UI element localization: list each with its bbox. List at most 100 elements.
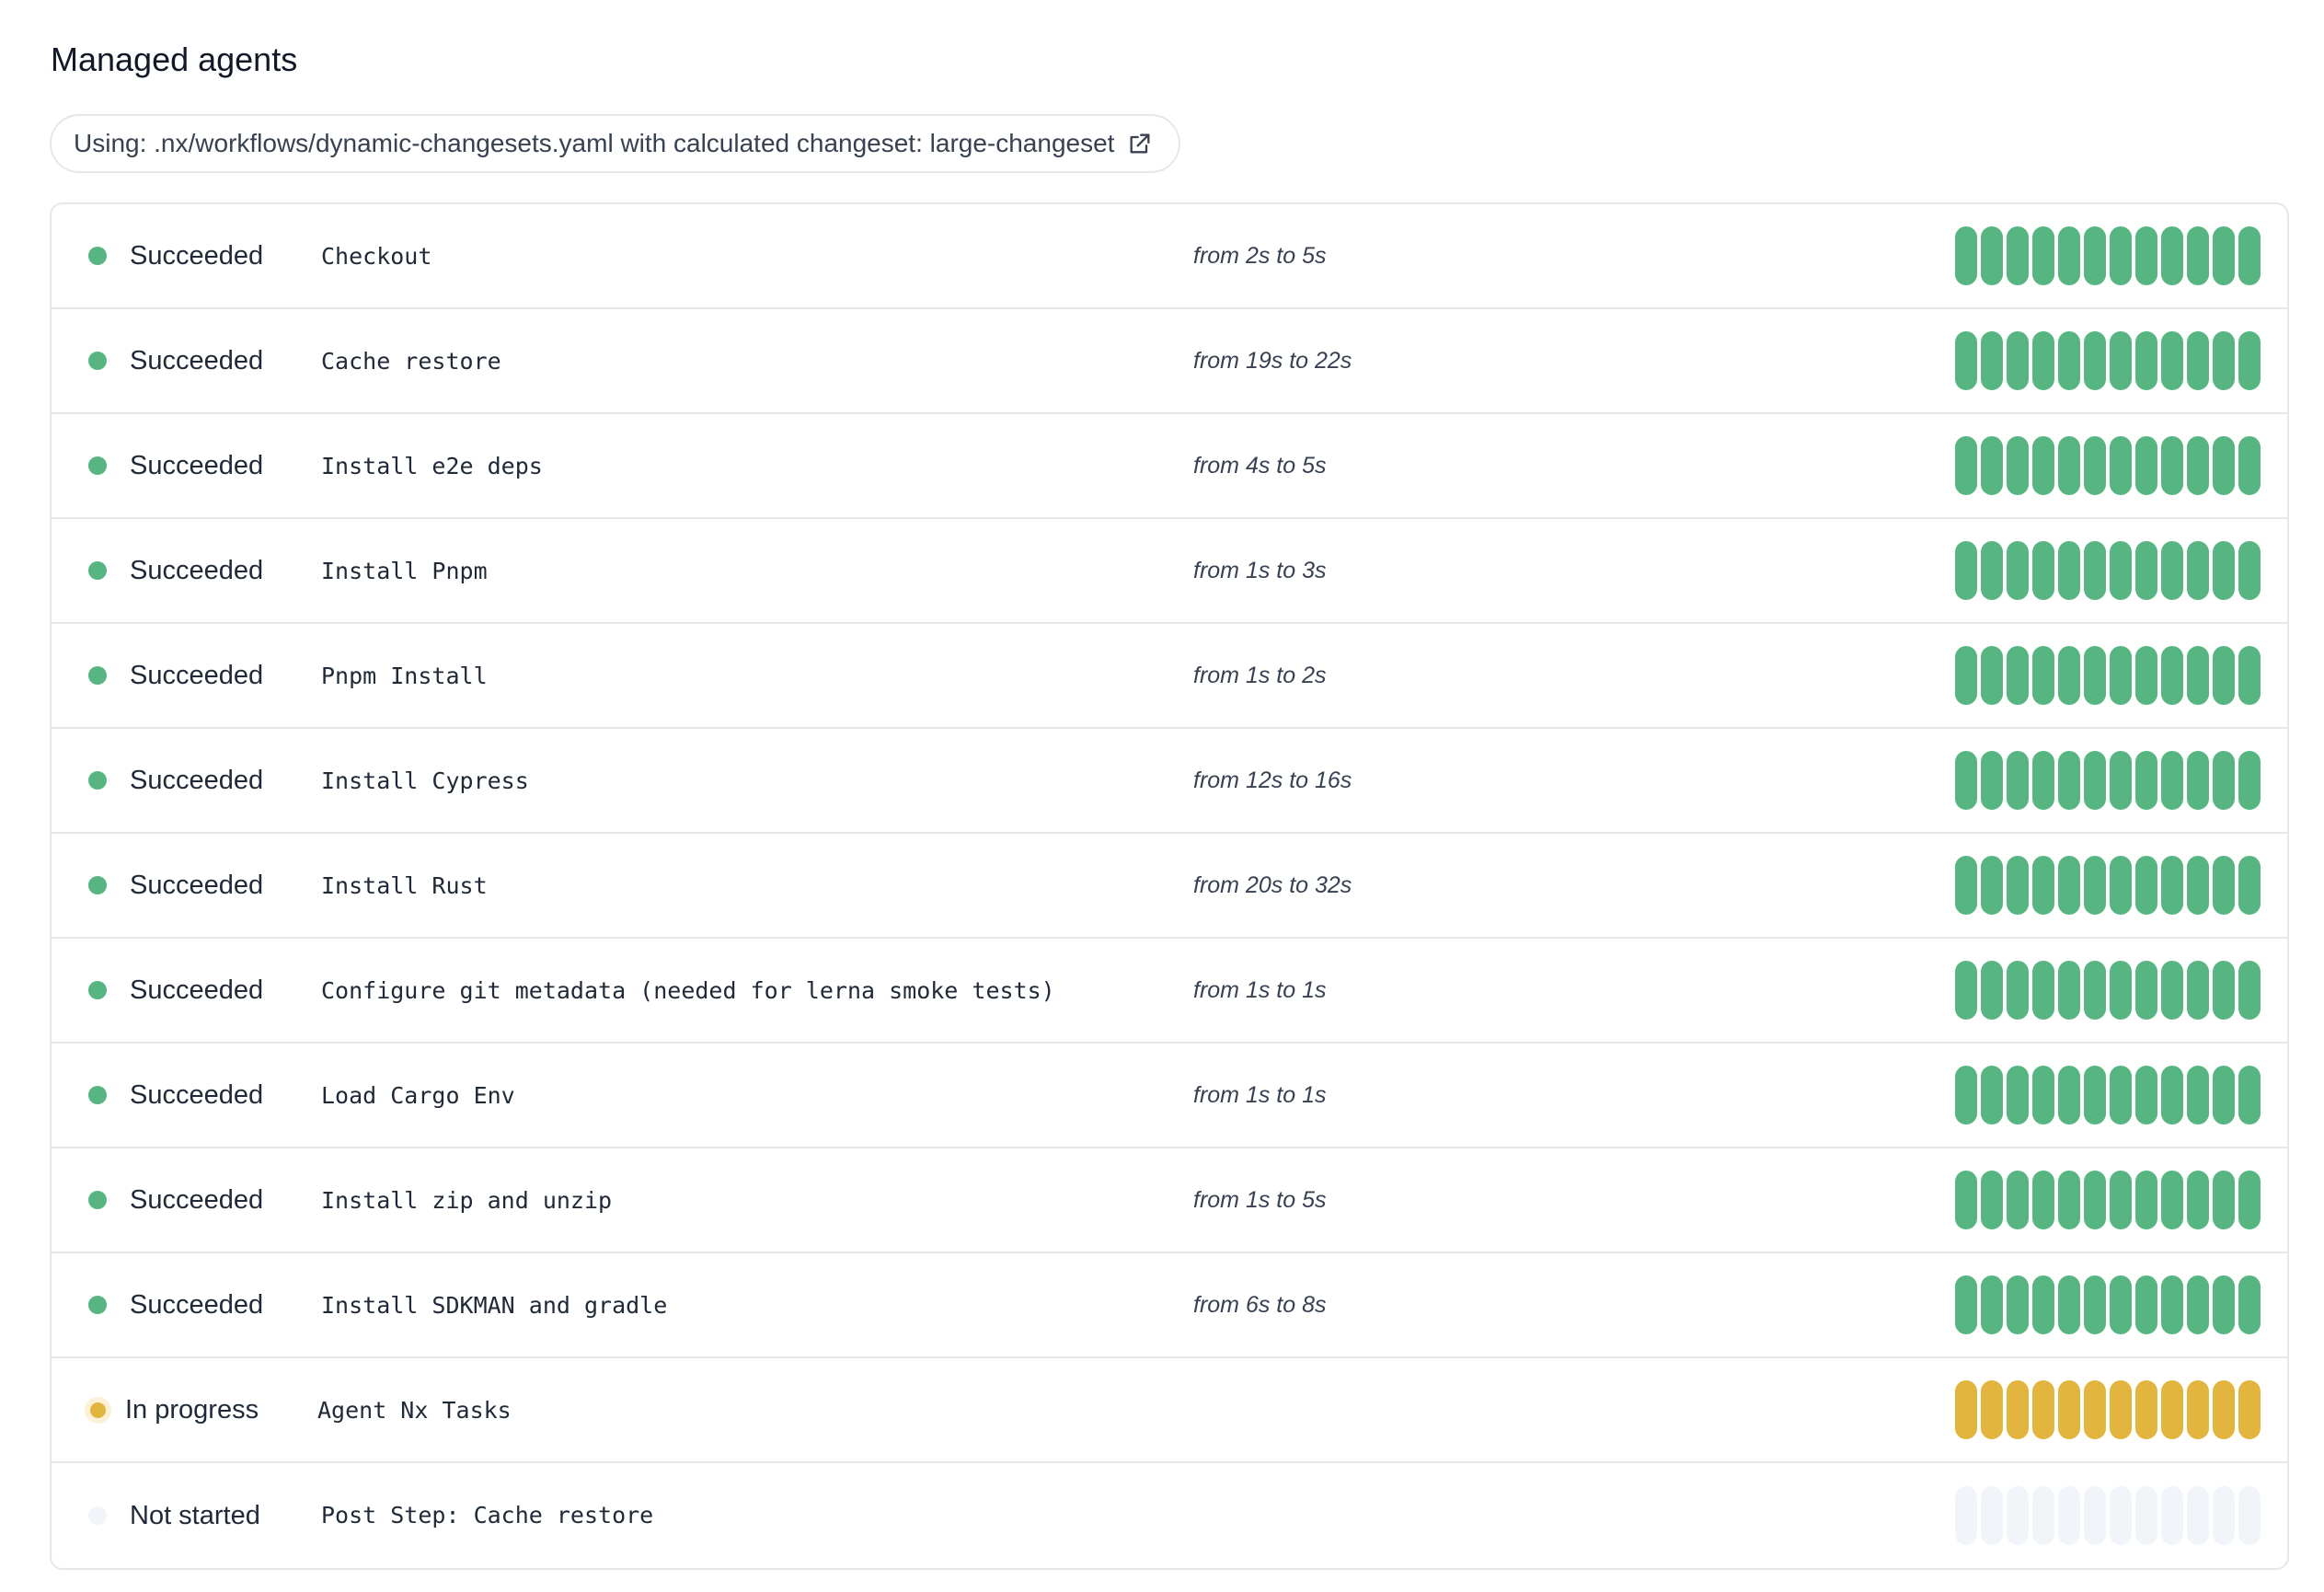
agent-status-bar[interactable] [2032, 541, 2054, 600]
agent-status-bar[interactable] [2084, 961, 2106, 1020]
agent-status-bar[interactable] [2007, 1380, 2029, 1439]
agent-status-bar[interactable] [2161, 331, 2183, 390]
agent-status-bar[interactable] [1981, 1066, 2003, 1125]
agent-status-bar[interactable] [2135, 226, 2157, 285]
agent-status-bar[interactable] [2161, 961, 2183, 1020]
agent-status-bar[interactable] [2084, 1380, 2106, 1439]
agent-status-bar[interactable] [1981, 1380, 2003, 1439]
agent-status-bar[interactable] [1955, 1171, 1977, 1229]
agent-status-bar[interactable] [2007, 541, 2029, 600]
agent-status-bar[interactable] [2213, 541, 2235, 600]
agent-status-bar[interactable] [2084, 856, 2106, 915]
agent-status-bar[interactable] [2213, 751, 2235, 810]
agent-status-bar[interactable] [2110, 1275, 2132, 1334]
agent-status-bar[interactable] [1955, 646, 1977, 705]
agent-status-bar[interactable] [2187, 751, 2209, 810]
agent-status-bar[interactable] [2187, 646, 2209, 705]
agent-status-bar[interactable] [1981, 436, 2003, 495]
agent-status-bar[interactable] [2213, 1275, 2235, 1334]
agent-status-bar[interactable] [1981, 646, 2003, 705]
agent-status-bar[interactable] [2084, 1066, 2106, 1125]
agent-status-bar[interactable] [2161, 646, 2183, 705]
agent-status-bar[interactable] [2007, 1275, 2029, 1334]
agent-status-bar[interactable] [2135, 1066, 2157, 1125]
agent-status-bar[interactable] [2213, 1380, 2235, 1439]
agent-status-bar[interactable] [2161, 856, 2183, 915]
step-row[interactable]: Succeeded Install Rust from 20s to 32s [52, 834, 2287, 939]
agent-status-bar[interactable] [2007, 1486, 2029, 1545]
agent-status-bar[interactable] [2058, 1380, 2080, 1439]
agent-status-bar[interactable] [2007, 961, 2029, 1020]
agent-status-bar[interactable] [1955, 331, 1977, 390]
agent-status-bar[interactable] [1955, 1275, 1977, 1334]
agent-status-bar[interactable] [2238, 1171, 2261, 1229]
step-row[interactable]: Succeeded Install Cypress from 12s to 16… [52, 729, 2287, 834]
step-row[interactable]: In progress Agent Nx Tasks [52, 1358, 2287, 1463]
agent-status-bar[interactable] [2058, 541, 2080, 600]
step-row[interactable]: Succeeded Checkout from 2s to 5s [52, 204, 2287, 309]
agent-status-bar[interactable] [2135, 331, 2157, 390]
agent-status-bar[interactable] [1955, 226, 1977, 285]
agent-status-bar[interactable] [2187, 1380, 2209, 1439]
agent-status-bar[interactable] [2135, 1171, 2157, 1229]
agent-status-bar[interactable] [2032, 436, 2054, 495]
agent-status-bar[interactable] [1981, 1171, 2003, 1229]
agent-status-bar[interactable] [2213, 226, 2235, 285]
agent-status-bar[interactable] [2187, 331, 2209, 390]
agent-status-bar[interactable] [2007, 1066, 2029, 1125]
step-row[interactable]: Succeeded Cache restore from 19s to 22s [52, 309, 2287, 414]
agent-status-bar[interactable] [2084, 226, 2106, 285]
agent-status-bar[interactable] [2110, 856, 2132, 915]
agent-status-bar[interactable] [2238, 1066, 2261, 1125]
agent-status-bar[interactable] [2084, 1275, 2106, 1334]
agent-status-bar[interactable] [2058, 751, 2080, 810]
agent-status-bar[interactable] [1955, 436, 1977, 495]
agent-status-bar[interactable] [2007, 226, 2029, 285]
agent-status-bar[interactable] [2058, 1066, 2080, 1125]
agent-status-bar[interactable] [2058, 1486, 2080, 1545]
step-row[interactable]: Succeeded Install zip and unzip from 1s … [52, 1148, 2287, 1253]
agent-status-bar[interactable] [2110, 541, 2132, 600]
agent-status-bar[interactable] [2187, 541, 2209, 600]
agent-status-bar[interactable] [2058, 1275, 2080, 1334]
agent-status-bar[interactable] [1955, 1066, 1977, 1125]
agent-status-bar[interactable] [2110, 331, 2132, 390]
agent-status-bar[interactable] [2110, 436, 2132, 495]
agent-status-bar[interactable] [2187, 856, 2209, 915]
agent-status-bar[interactable] [2084, 1486, 2106, 1545]
agent-status-bar[interactable] [2238, 331, 2261, 390]
agent-status-bar[interactable] [1955, 1486, 1977, 1545]
agent-status-bar[interactable] [2161, 226, 2183, 285]
agent-status-bar[interactable] [2213, 436, 2235, 495]
agent-status-bar[interactable] [2058, 226, 2080, 285]
agent-status-bar[interactable] [2032, 856, 2054, 915]
agent-status-bar[interactable] [2058, 436, 2080, 495]
agent-status-bar[interactable] [2032, 1486, 2054, 1545]
agent-status-bar[interactable] [2084, 436, 2106, 495]
agent-status-bar[interactable] [2213, 646, 2235, 705]
agent-status-bar[interactable] [2084, 1171, 2106, 1229]
agent-status-bar[interactable] [2007, 1171, 2029, 1229]
agent-status-bar[interactable] [2135, 856, 2157, 915]
agent-status-bar[interactable] [2135, 1486, 2157, 1545]
step-row[interactable]: Succeeded Configure git metadata (needed… [52, 939, 2287, 1044]
agent-status-bar[interactable] [2110, 751, 2132, 810]
agent-status-bar[interactable] [2238, 436, 2261, 495]
agent-status-bar[interactable] [1981, 1486, 2003, 1545]
agent-status-bar[interactable] [2007, 331, 2029, 390]
agent-status-bar[interactable] [2161, 541, 2183, 600]
agent-status-bar[interactable] [2110, 961, 2132, 1020]
agent-status-bar[interactable] [1955, 961, 1977, 1020]
agent-status-bar[interactable] [2058, 856, 2080, 915]
agent-status-bar[interactable] [1955, 856, 1977, 915]
agent-status-bar[interactable] [2032, 1380, 2054, 1439]
agent-status-bar[interactable] [2084, 331, 2106, 390]
agent-status-bar[interactable] [2213, 961, 2235, 1020]
agent-status-bar[interactable] [2032, 226, 2054, 285]
agent-status-bar[interactable] [2187, 1066, 2209, 1125]
agent-status-bar[interactable] [2007, 751, 2029, 810]
agent-status-bar[interactable] [2084, 751, 2106, 810]
agent-status-bar[interactable] [2058, 961, 2080, 1020]
agent-status-bar[interactable] [2238, 646, 2261, 705]
agent-status-bar[interactable] [2058, 331, 2080, 390]
